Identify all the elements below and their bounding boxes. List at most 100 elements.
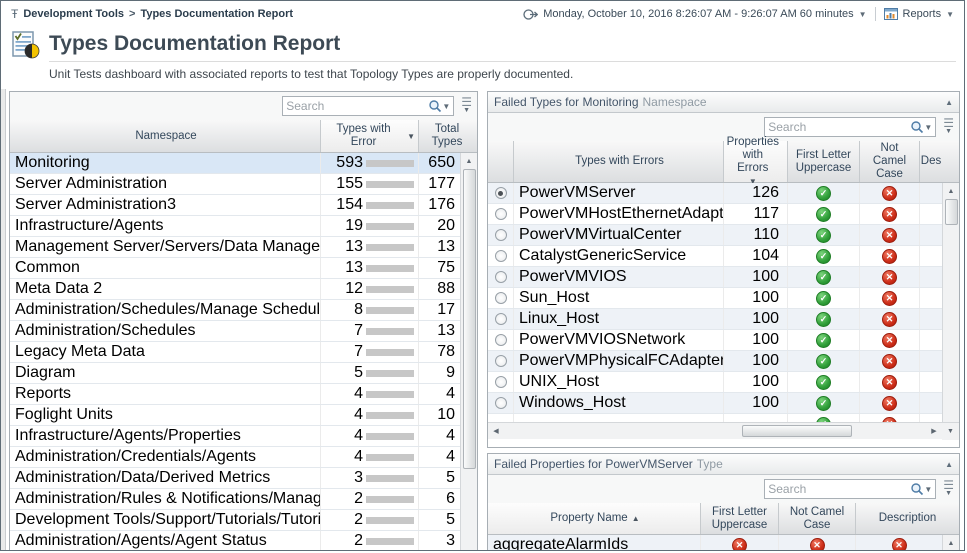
table-row[interactable]: PowerVMVirtualCenter110✓✕ <box>488 225 942 246</box>
search-options-caret-icon[interactable]: ▼ <box>924 485 932 494</box>
not-camel-case-cell: ✕ <box>779 535 856 551</box>
table-customizer-icon[interactable]: ☰▼ <box>943 118 954 137</box>
failed-properties-search[interactable]: ▼ <box>764 479 936 499</box>
failed-types-horizontal-scrollbar[interactable]: ◀ ▶ ▼ <box>488 422 959 439</box>
table-row[interactable]: CatalystGenericService104✓✕ <box>488 246 942 267</box>
table-row[interactable]: Linux_Host100✓✕ <box>488 309 942 330</box>
table-row[interactable]: Infrastructure/Agents1920 <box>10 216 460 237</box>
description-cell <box>920 204 942 224</box>
row-radio[interactable] <box>495 313 507 325</box>
row-radio[interactable] <box>495 208 507 220</box>
column-header-first-letter-uppercase[interactable]: First Letter Uppercase <box>788 141 860 182</box>
table-row[interactable]: Meta Data 21288 <box>10 279 460 300</box>
search-icon[interactable] <box>910 120 924 134</box>
column-header-not-camel-case[interactable]: Not Camel Case <box>860 141 920 182</box>
column-header-types-with-errors[interactable]: Types with Errors <box>514 141 724 182</box>
table-row[interactable]: Foglight Units410 <box>10 405 460 426</box>
table-row[interactable]: Common1375 <box>10 258 460 279</box>
scroll-down-icon[interactable]: ▼ <box>942 423 959 440</box>
table-row[interactable]: PowerVMVIOS100✓✕ <box>488 267 942 288</box>
table-row[interactable]: Administration/Data/Derived Metrics35 <box>10 468 460 489</box>
row-radio[interactable] <box>495 334 507 346</box>
table-row[interactable]: Administration/Schedules713 <box>10 321 460 342</box>
scrollbar-thumb[interactable] <box>463 169 476 469</box>
table-row[interactable]: Diagram59 <box>10 363 460 384</box>
table-row[interactable]: Legacy Meta Data778 <box>10 342 460 363</box>
namespaces-search-input[interactable] <box>286 99 428 113</box>
scroll-up-icon[interactable]: ▲ <box>461 153 478 169</box>
search-icon[interactable] <box>910 482 924 496</box>
scroll-right-icon[interactable]: ▶ <box>926 423 942 439</box>
table-row[interactable]: Administration/Agents/Agent Status23 <box>10 531 460 551</box>
table-row[interactable]: aggregateAlarmIds✕✕✕ <box>488 535 942 551</box>
types-with-error-cell: 13 <box>321 258 419 278</box>
table-customizer-icon[interactable]: ☰▼ <box>461 97 472 116</box>
row-radio[interactable] <box>495 397 507 409</box>
search-options-caret-icon[interactable]: ▼ <box>924 123 932 132</box>
collapse-panel-icon[interactable]: ▲ <box>945 98 953 107</box>
action-panel-icon[interactable]: Ŧ <box>11 7 18 21</box>
scroll-up-icon[interactable]: ▲ <box>943 183 960 199</box>
table-row[interactable]: PowerVMVIOSNetwork100✓✕ <box>488 330 942 351</box>
not-camel-case-cell: ✕ <box>860 372 920 392</box>
failed-properties-vertical-scrollbar[interactable]: ▲ <box>942 535 959 551</box>
search-icon[interactable] <box>428 99 442 113</box>
table-row[interactable]: Windows_Host100✓✕ <box>488 393 942 414</box>
column-header-types-with-error[interactable]: Types with Error ▼ <box>321 120 419 152</box>
column-header-first-letter-uppercase[interactable]: First Letter Uppercase <box>701 503 779 534</box>
table-row[interactable]: Administration/Schedules/Manage Schedule… <box>10 300 460 321</box>
column-header-total-types[interactable]: Total Types <box>419 120 477 152</box>
column-header-namespace[interactable]: Namespace <box>10 120 321 152</box>
table-row[interactable]: Administration/Rules & Notifications/Man… <box>10 489 460 510</box>
properties-with-errors-cell <box>724 414 788 422</box>
column-header-not-camel-case[interactable]: Not Camel Case <box>779 503 856 534</box>
column-header-property-name[interactable]: Property Name ▲ <box>488 503 701 534</box>
table-row[interactable]: PowerVMHostEthernetAdapterPhysicalPort11… <box>488 204 942 225</box>
table-row[interactable]: Management Server/Servers/Data Managemen… <box>10 237 460 258</box>
pass-check-icon: ✓ <box>816 333 831 348</box>
table-row[interactable]: Sun_Host100✓✕ <box>488 288 942 309</box>
scrollbar-thumb[interactable] <box>945 199 958 225</box>
time-range-selector[interactable]: Monday, October 10, 2016 8:26:07 AM - 9:… <box>523 8 866 21</box>
table-row[interactable]: Monitoring593650 <box>10 153 460 174</box>
table-row[interactable]: Development Tools/Support/Tutorials/Tuto… <box>10 510 460 531</box>
scroll-up-icon[interactable]: ▲ <box>943 535 960 551</box>
column-header-properties-with-errors[interactable]: Properties with Errors ▼ <box>724 141 788 182</box>
failed-types-search[interactable]: ▼ <box>764 117 936 137</box>
scrollbar-thumb[interactable] <box>742 425 852 437</box>
row-radio[interactable] <box>495 250 507 262</box>
reports-menu[interactable]: Reports ▼ <box>884 8 954 20</box>
collapse-panel-icon[interactable]: ▲ <box>945 460 953 469</box>
namespaces-vertical-scrollbar[interactable]: ▲ <box>460 153 477 551</box>
collapsed-side-rail[interactable] <box>1 89 6 550</box>
column-header-description-truncated[interactable]: Des <box>920 141 942 182</box>
breadcrumb-development-tools[interactable]: Development Tools <box>23 8 124 20</box>
column-header-description[interactable]: Description <box>856 503 959 534</box>
total-types-cell: 6 <box>419 489 460 509</box>
failed-properties-search-input[interactable] <box>768 482 910 496</box>
table-row[interactable]: Infrastructure/Agents/Properties44 <box>10 426 460 447</box>
table-row[interactable]: Server Administration155177 <box>10 174 460 195</box>
table-row[interactable]: Reports44 <box>10 384 460 405</box>
row-radio[interactable] <box>495 292 507 304</box>
row-radio[interactable] <box>495 376 507 388</box>
namespaces-search[interactable]: ▼ <box>282 96 454 116</box>
search-options-caret-icon[interactable]: ▼ <box>442 102 450 111</box>
scroll-left-icon[interactable]: ◀ <box>488 423 504 439</box>
table-row[interactable]: PowerVMPhysicalFCAdapter100✓✕ <box>488 351 942 372</box>
row-radio[interactable] <box>495 355 507 367</box>
table-customizer-icon[interactable]: ☰▼ <box>943 480 954 499</box>
row-radio[interactable] <box>495 271 507 283</box>
error-bar <box>366 370 414 377</box>
table-row[interactable]: Administration/Credentials/Agents44 <box>10 447 460 468</box>
failed-types-vertical-scrollbar[interactable]: ▲ <box>942 183 959 422</box>
row-radio[interactable] <box>495 187 507 199</box>
failed-types-search-input[interactable] <box>768 120 910 134</box>
table-row[interactable]: PowerVMServer126✓✕ <box>488 183 942 204</box>
table-row[interactable]: Server Administration3154176 <box>10 195 460 216</box>
row-radio[interactable] <box>495 229 507 241</box>
table-row[interactable]: UNIX_Host100✓✕ <box>488 372 942 393</box>
description-cell <box>920 246 942 266</box>
namespaces-table-header: Namespace Types with Error ▼ Total Types <box>10 120 477 153</box>
row-selector-cell <box>488 183 514 203</box>
